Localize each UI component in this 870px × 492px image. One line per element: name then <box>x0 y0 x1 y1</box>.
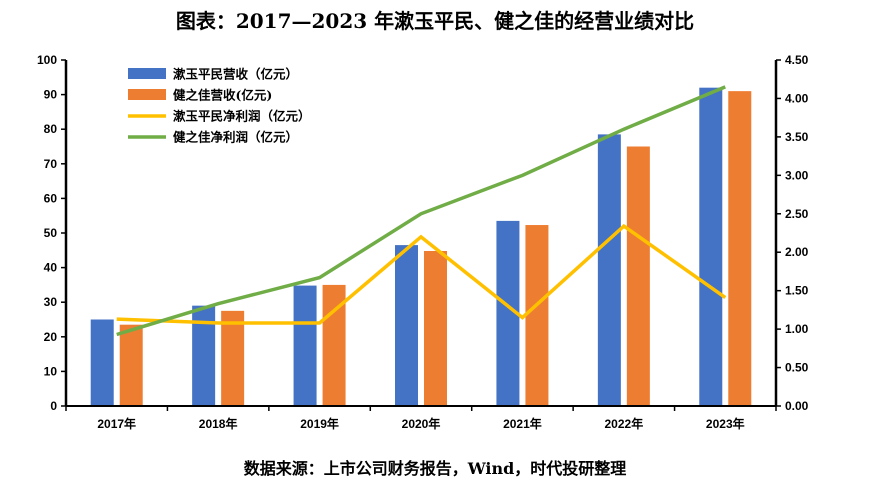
right-tick-label: 1.00 <box>785 322 809 336</box>
bar-s0-2 <box>293 285 317 406</box>
bar-s1-4 <box>525 225 549 406</box>
legend-label-1: 健之佳营收(亿元) <box>173 88 272 103</box>
right-tick-label: 0.00 <box>785 399 809 413</box>
left-tick-label: 40 <box>44 261 58 275</box>
left-tick-label: 10 <box>44 364 58 378</box>
bar-s0-3 <box>395 245 418 406</box>
source-note: 数据来源：上市公司财务报告，Wind，时代投研整理 <box>244 459 627 478</box>
lines-layer <box>116 85 727 337</box>
bar-s1-6 <box>728 91 752 406</box>
ticks-layer: 0 10 20 30 40 50 60 70 80 90 100 0.00 0.50 1.00 1.50 2.… <box>37 53 809 431</box>
x-tick-label: 2022年 <box>605 416 644 431</box>
x-tick-label: 2020年 <box>402 416 441 431</box>
x-tick-label: 2017年 <box>97 416 136 431</box>
bar-s0-4 <box>496 220 520 406</box>
bar-s1-1 <box>221 310 245 406</box>
bar-s1-0 <box>119 324 143 406</box>
right-tick-label: 4.50 <box>785 53 809 67</box>
right-tick-label: 4.00 <box>785 91 809 105</box>
left-tick-label: 90 <box>44 88 58 102</box>
bar-s1-5 <box>626 146 650 406</box>
left-tick-label: 60 <box>44 191 58 205</box>
left-tick-label: 80 <box>44 122 58 136</box>
right-tick-label: 3.00 <box>785 168 809 182</box>
legend-label-0: 漱玉平民营收（亿元） <box>173 67 298 82</box>
bar-s0-1 <box>192 305 216 406</box>
right-tick-label: 1.50 <box>785 284 809 298</box>
legend-swatch-1 <box>128 89 166 100</box>
x-tick-label: 2019年 <box>300 416 339 431</box>
bars-layer <box>90 87 752 407</box>
left-tick-label: 70 <box>44 157 58 171</box>
line-series-1 <box>116 85 726 337</box>
line-series-0 <box>116 223 727 325</box>
right-tick-label: 2.50 <box>785 207 809 221</box>
bar-s0-6 <box>699 87 723 407</box>
left-tick-label: 50 <box>44 226 58 240</box>
legend-label-3: 健之佳净利润（亿元） <box>173 130 298 145</box>
x-tick-label: 2018年 <box>199 416 238 431</box>
legend: 漱玉平民营收（亿元） 健之佳营收(亿元) 漱玉平民净利润（亿元） 健之佳净利润（亿元） <box>128 67 311 145</box>
bar-s0-0 <box>90 319 114 406</box>
left-tick-label: 20 <box>44 330 58 344</box>
right-tick-label: 0.50 <box>785 361 809 375</box>
legend-label-2: 漱玉平民净利润（亿元） <box>173 109 311 124</box>
right-tick-label: 2.00 <box>785 245 809 259</box>
x-tick-label: 2023年 <box>706 416 745 431</box>
right-tick-label: 3.50 <box>785 130 809 144</box>
bar-s1-3 <box>424 250 447 406</box>
left-tick-label: 100 <box>37 53 57 67</box>
chart-title: 图表：2017—2023 年漱玉平民、健之佳的经营业绩对比 <box>176 9 694 33</box>
left-tick-label: 30 <box>44 295 58 309</box>
left-tick-label: 0 <box>50 399 57 413</box>
legend-swatch-0 <box>128 68 166 79</box>
bar-s0-5 <box>597 134 621 406</box>
x-tick-label: 2021年 <box>503 416 542 431</box>
